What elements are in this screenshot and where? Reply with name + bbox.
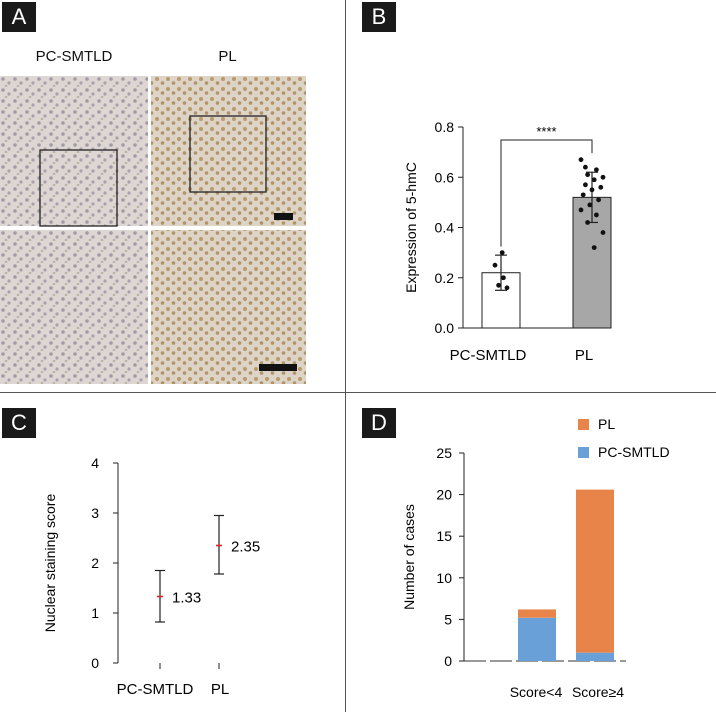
data-point [598, 184, 604, 190]
scale-bar-high [259, 364, 297, 371]
x-tick-label: PL [211, 681, 229, 698]
data-point [578, 157, 584, 163]
y-tick-label: 0 [444, 653, 452, 669]
data-point [591, 245, 597, 251]
chart-b: 0.0 0.2 0.4 0.6 0.8 Expression of 5-hmC PC-SMT… [403, 119, 612, 364]
legend-swatch [578, 419, 589, 430]
bar-segment [518, 609, 556, 618]
y-tick-label: 3 [91, 505, 99, 521]
micrograph-pl-inset [189, 115, 267, 193]
data-point [578, 207, 584, 213]
x-tick-label: PL [575, 347, 593, 364]
micrograph-pc-low [0, 76, 148, 226]
micrograph-pl-low [151, 76, 306, 226]
y-tick-label: 0.4 [435, 220, 455, 236]
bar-segment [576, 652, 614, 661]
data-point [585, 220, 590, 225]
y-tick-label: 0 [91, 655, 99, 671]
data-point [589, 187, 595, 193]
y-tick-label: 25 [436, 445, 452, 461]
x-tick-label: PC-SMTLD [450, 347, 527, 364]
data-point [600, 174, 606, 180]
micrograph-pc-inset [39, 149, 118, 227]
vertical-divider [345, 0, 346, 712]
panel-label-d: D [362, 408, 396, 438]
x-tick-label: Score≥4 [572, 684, 624, 700]
data-point [585, 172, 590, 178]
mean-value-label: 2.35 [231, 539, 260, 556]
bar-segment [518, 617, 556, 661]
y-tick-label: 2 [91, 555, 99, 571]
chart-d: 0 5 10 15 20 25 Number of cases Score<4 Score≥4 P… [401, 416, 670, 700]
data-point [496, 282, 501, 288]
y-tick-label: 0.6 [435, 169, 455, 185]
panel-label-b: B [362, 2, 396, 32]
y-tick-label: 20 [436, 487, 452, 503]
x-tick-label: PC-SMTLD [117, 681, 194, 698]
y-tick-label: 10 [436, 570, 452, 586]
data-point [594, 167, 599, 173]
y-tick-label: 15 [436, 528, 452, 544]
significance-bracket [500, 139, 593, 247]
y-axis-label: Nuclear staining score [42, 494, 58, 633]
data-point [583, 182, 588, 188]
data-point [583, 164, 588, 170]
micrograph-title-pc: PC-SMTLD [35, 48, 113, 65]
micrograph-title-pl: PL [218, 48, 237, 65]
data-point [504, 285, 510, 291]
panel-label-a: A [2, 2, 36, 32]
mean-value-label: 1.33 [172, 590, 201, 607]
y-tick-label: 5 [444, 611, 452, 627]
data-point [587, 202, 593, 208]
data-point [594, 212, 599, 218]
x-tick-label: Score<4 [510, 684, 563, 700]
scale-bar-low [274, 213, 293, 220]
micrograph-pc-high [0, 230, 148, 384]
data-point [501, 275, 506, 281]
chart-c: 0 1 2 3 4 Nuclear staining score 1.33 PC-SMTLD 2… [42, 455, 260, 698]
significance-marker: **** [536, 124, 556, 139]
bar-segment [576, 489, 614, 653]
y-axis-label: Expression of 5-hmC [403, 162, 419, 293]
y-tick-label: 0.0 [435, 320, 455, 336]
micrograph-panel [0, 76, 306, 384]
data-point [580, 192, 586, 198]
legend-swatch [578, 447, 589, 458]
data-point [600, 230, 606, 235]
data-point [591, 177, 597, 183]
y-axis-label: Number of cases [401, 504, 417, 610]
y-tick-label: 0.2 [435, 270, 455, 286]
legend-label: PC-SMTLD [598, 444, 670, 460]
y-tick-label: 1 [91, 605, 99, 621]
y-tick-label: 0.8 [435, 119, 455, 135]
horizontal-divider [0, 392, 716, 393]
data-point [492, 262, 498, 268]
y-tick-label: 4 [91, 455, 99, 471]
data-point [499, 250, 505, 256]
panel-label-c: C [2, 408, 36, 438]
micrograph-pl-high [151, 230, 306, 384]
legend-label: PL [598, 416, 615, 432]
data-point [596, 197, 601, 203]
